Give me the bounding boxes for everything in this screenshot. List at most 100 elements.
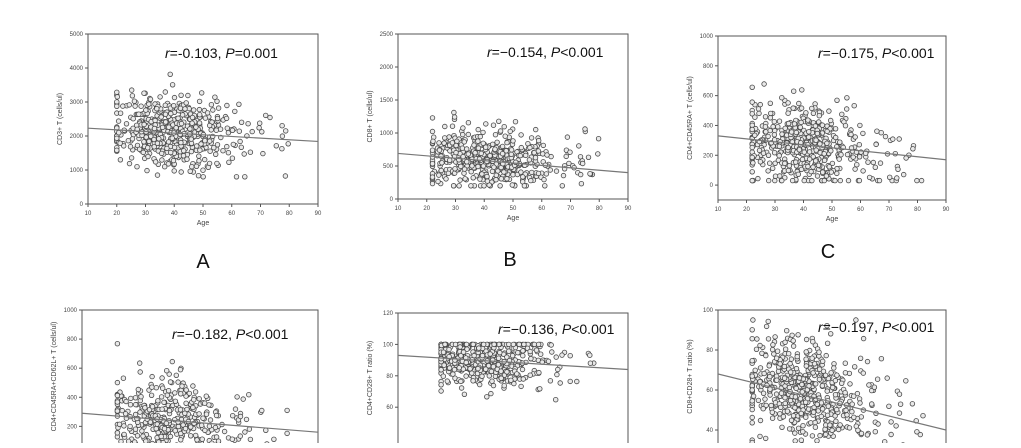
data-point (782, 376, 787, 381)
data-point (588, 353, 593, 358)
stat-annotation: r=−0.182, P<0.001 (172, 326, 289, 342)
data-point (838, 423, 843, 428)
data-point (519, 133, 524, 138)
y-tick-label: 3000 (70, 100, 84, 106)
data-point (517, 342, 522, 347)
data-point (454, 150, 459, 155)
data-point (847, 426, 852, 431)
data-point (164, 368, 169, 373)
data-point (193, 433, 198, 438)
data-point (521, 175, 526, 180)
data-point (534, 348, 539, 353)
data-point (261, 151, 266, 156)
data-point (817, 367, 822, 372)
y-tick-label: 120 (383, 311, 394, 317)
x-tick-label: 80 (914, 207, 921, 213)
data-point (471, 176, 476, 181)
data-point (160, 125, 165, 130)
data-point (565, 135, 570, 140)
data-point (806, 118, 811, 123)
data-point (763, 436, 768, 441)
data-point (813, 159, 818, 164)
x-tick-label: 20 (113, 211, 120, 217)
data-point (464, 342, 469, 347)
data-point (460, 132, 465, 137)
data-point (799, 106, 804, 111)
data-point (221, 148, 226, 153)
data-point (865, 359, 870, 364)
data-point (494, 177, 499, 182)
data-point (442, 136, 447, 141)
data-point (538, 387, 543, 392)
stat-symbol: , (228, 326, 236, 342)
data-point (754, 347, 759, 352)
data-point (160, 407, 165, 412)
data-point (838, 140, 843, 145)
data-point (168, 380, 173, 385)
data-point (121, 104, 126, 109)
scatter-points (750, 318, 925, 443)
data-point (820, 359, 825, 364)
data-point (201, 416, 206, 421)
data-point (751, 161, 756, 166)
data-point (771, 343, 776, 348)
data-point (519, 384, 524, 389)
data-point (145, 168, 150, 173)
data-point (750, 388, 755, 393)
data-point (915, 430, 920, 435)
x-tick-label: 40 (171, 211, 178, 217)
data-point (867, 175, 872, 180)
data-point (780, 178, 785, 183)
data-point (129, 88, 134, 93)
data-point (280, 134, 285, 139)
stat-symbol: , (218, 45, 226, 61)
data-point (768, 116, 773, 121)
data-point (203, 428, 208, 433)
data-point (190, 164, 195, 169)
stat-value: −0.197 (831, 319, 874, 335)
data-point (823, 373, 828, 378)
data-point (115, 341, 120, 346)
data-point (498, 350, 503, 355)
data-point (833, 178, 838, 183)
x-tick-label: 40 (800, 207, 807, 213)
data-point (588, 361, 593, 366)
data-point (560, 184, 565, 189)
data-point (822, 152, 827, 157)
data-point (166, 140, 171, 145)
data-point (128, 424, 133, 429)
data-point (770, 166, 775, 171)
data-point (230, 437, 235, 442)
scatter-panel-4: 02004006008001000CD4+CD45RA+CD62L+ T (ce… (51, 308, 318, 443)
data-point (260, 408, 265, 413)
data-point (777, 153, 782, 158)
data-point (844, 408, 849, 413)
data-point (788, 361, 793, 366)
data-point (789, 357, 794, 362)
data-point (169, 111, 174, 116)
data-point (853, 167, 858, 172)
data-point (538, 352, 543, 357)
data-point (505, 370, 510, 375)
data-point (439, 389, 444, 394)
data-point (469, 184, 474, 189)
data-point (470, 164, 475, 169)
data-point (921, 413, 926, 418)
data-point (479, 151, 484, 156)
data-point (775, 378, 780, 383)
data-point (197, 397, 202, 402)
data-point (190, 121, 195, 126)
data-point (158, 95, 163, 100)
stat-symbol: , (874, 45, 882, 61)
data-point (171, 158, 176, 163)
data-point (201, 168, 206, 173)
data-point (505, 140, 510, 145)
data-point (763, 115, 768, 120)
data-point (820, 123, 825, 128)
data-point (199, 91, 204, 96)
data-point (143, 406, 148, 411)
data-point (887, 175, 892, 180)
data-point (168, 72, 173, 77)
data-point (437, 141, 442, 146)
data-point (780, 95, 785, 100)
